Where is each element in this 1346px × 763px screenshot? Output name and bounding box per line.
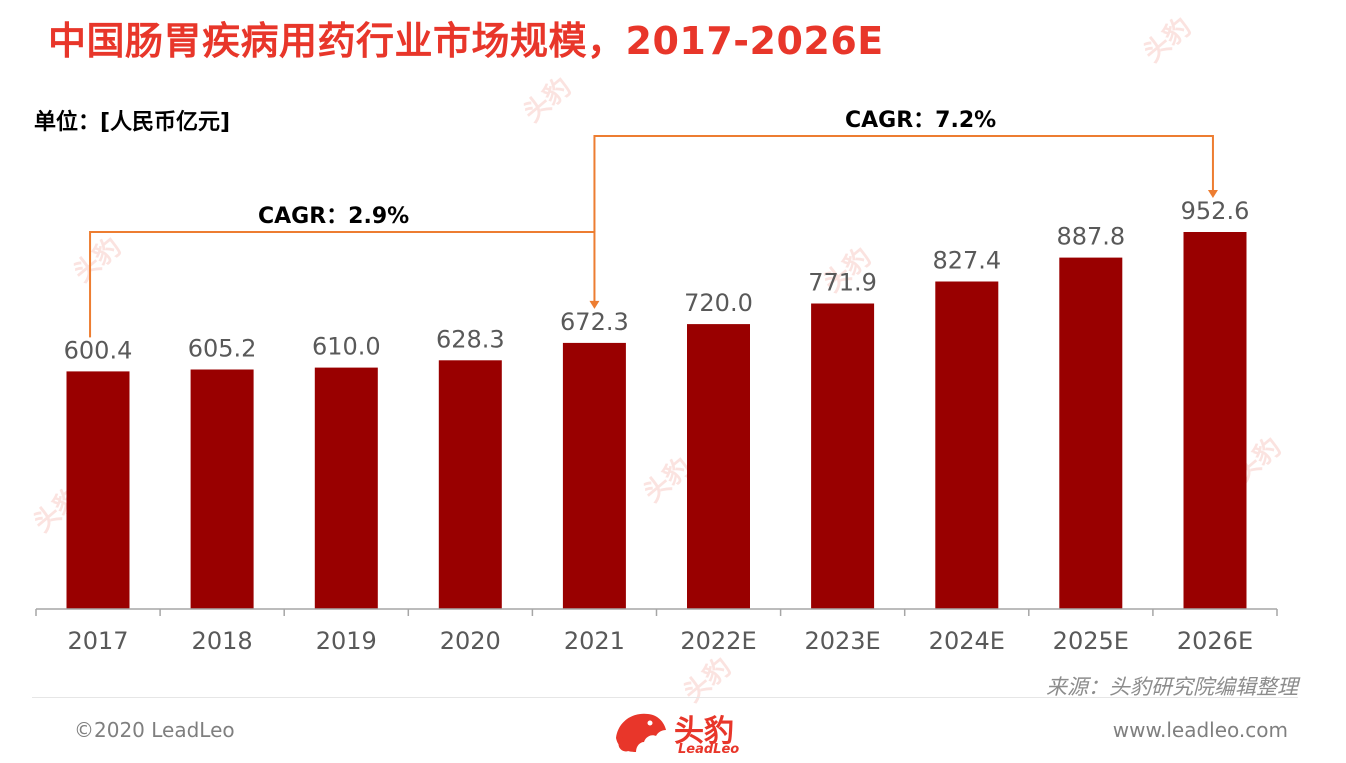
brand-name-cn: 头豹 [674, 714, 734, 749]
data-label-2023E: 771.9 [808, 269, 877, 297]
cagr-brackets [89, 135, 1218, 338]
tick-label-2024E: 2024E [929, 627, 1005, 655]
bar-2022E [687, 324, 750, 609]
tick-labels-layer: 2017 2018 2019 2020 2021 2022E 2023E 2024E 2025E… [67, 627, 1253, 655]
bars-layer [66, 232, 1247, 609]
bar-2023E [811, 303, 875, 609]
data-label-2026E: 952.6 [1181, 197, 1250, 225]
data-labels-layer: 600.4 605.2 610.0 628.3 672.3 720.0 771.9 827.4… [64, 197, 1250, 364]
bar-2025E [1059, 257, 1123, 609]
cagr-arrowhead-2026E [1207, 190, 1218, 198]
tick-label-2022E: 2022E [680, 627, 756, 655]
cagr-bracket-2021-2026E [593, 135, 1214, 232]
cagr-bracket-2017-2021 [89, 231, 596, 338]
data-label-2024E: 827.4 [932, 247, 1001, 275]
tick-label-2026E: 2026E [1177, 627, 1253, 655]
tick-label-2019: 2019 [316, 627, 377, 655]
brand-logo: 头豹 LeadLeo [612, 706, 762, 762]
tick-label-2020: 2020 [440, 627, 501, 655]
x-axis [35, 608, 1278, 616]
bar-2019 [314, 367, 378, 609]
source-note: 来源：头豹研究院编辑整理 [1046, 675, 1298, 699]
tick-label-2017: 2017 [67, 627, 128, 655]
tick-label-2023E: 2023E [804, 627, 880, 655]
data-label-2018: 605.2 [188, 335, 257, 363]
tick-label-2021: 2021 [564, 627, 625, 655]
footer-divider [32, 697, 1298, 698]
bar-2021 [562, 342, 626, 609]
cagr-label-2021-2026: CAGR：7.2% [845, 108, 997, 133]
data-label-2020: 628.3 [436, 325, 505, 353]
bar-2026E [1183, 232, 1247, 609]
bar-2020 [438, 360, 502, 609]
bar-2024E [935, 281, 999, 609]
bar-2018 [190, 369, 254, 609]
cagr-label-2017-2021: CAGR：2.9% [258, 204, 410, 229]
brand-name-en: LeadLeo [678, 742, 740, 757]
tick-label-2018: 2018 [192, 627, 253, 655]
cagr-arrowhead-2021 [589, 300, 600, 309]
page-title: 中国肠胃疾病用药行业市场规模，2017-2026E [48, 19, 884, 63]
data-label-2021: 672.3 [560, 308, 629, 336]
data-label-2025E: 887.8 [1056, 223, 1125, 251]
leopard-logo-icon [616, 713, 666, 752]
website-link[interactable]: www.leadleo.com [1112, 718, 1288, 742]
data-label-2022E: 720.0 [684, 289, 753, 317]
unit-label: 单位：[人民币亿元] [34, 110, 231, 135]
data-label-2017: 600.4 [64, 336, 133, 364]
tick-label-2025E: 2025E [1053, 627, 1129, 655]
bar-2017 [66, 371, 130, 609]
data-label-2019: 610.0 [312, 333, 381, 361]
copyright-text: ©2020 LeadLeo [74, 718, 235, 742]
